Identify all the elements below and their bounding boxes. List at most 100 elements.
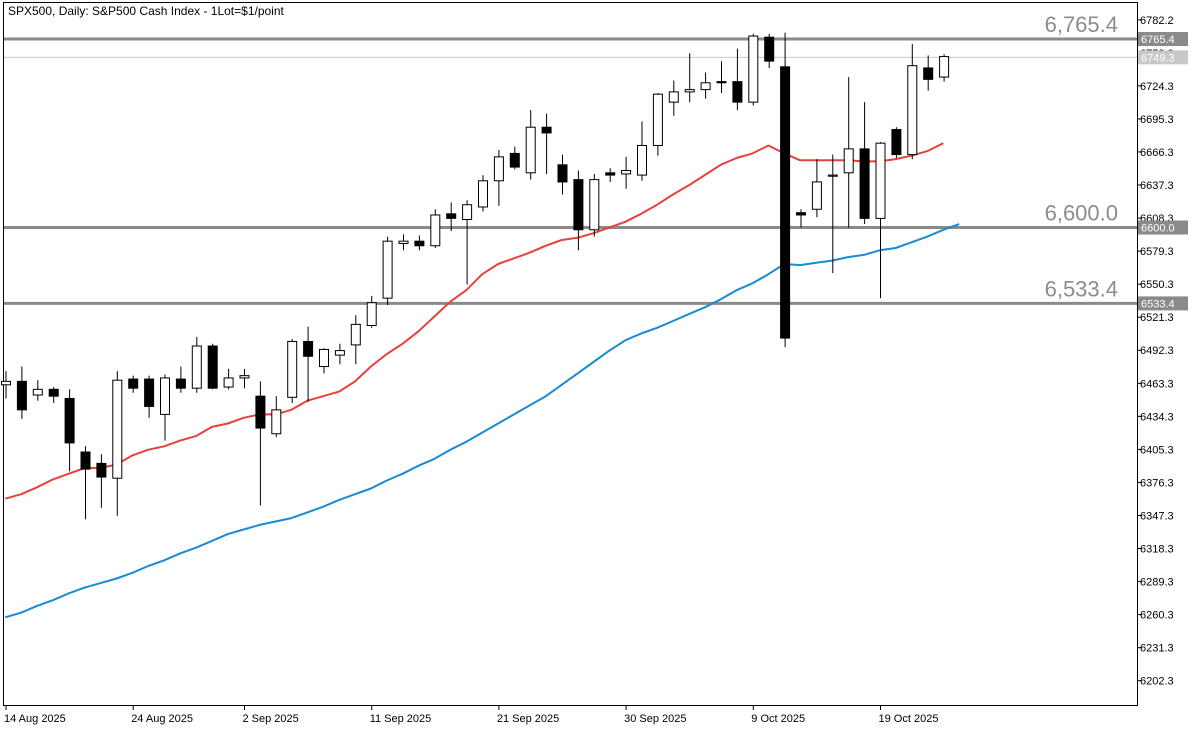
candle-body — [859, 148, 870, 219]
candle-body — [398, 240, 409, 244]
candle-body — [382, 240, 393, 299]
candle-body — [144, 378, 155, 407]
candle — [96, 454, 107, 508]
candle-body — [780, 66, 791, 339]
candle — [684, 53, 695, 103]
candle-body — [191, 345, 202, 389]
candle-body — [621, 170, 632, 175]
candle-body — [414, 240, 425, 247]
candle-body — [716, 81, 727, 84]
candle-body — [160, 377, 170, 415]
candle — [875, 142, 886, 299]
candle — [287, 339, 298, 404]
y-tick-label: 6434.3 — [1140, 411, 1174, 423]
candle-body — [32, 388, 43, 396]
level-label: 6,533.4 — [1045, 276, 1118, 301]
candle-body — [923, 67, 934, 80]
candle-body — [493, 156, 504, 182]
candle-body — [16, 380, 27, 411]
candle — [48, 387, 59, 404]
price-tag-box — [1138, 32, 1188, 47]
candle-body — [509, 152, 520, 168]
candle-body — [255, 395, 266, 429]
candle — [334, 343, 345, 365]
candle-body — [223, 377, 234, 388]
candle-body — [112, 379, 123, 479]
candle-body — [668, 91, 679, 103]
candle-body — [652, 93, 663, 146]
candle — [1, 371, 11, 399]
candle — [493, 150, 504, 206]
candle-body — [319, 348, 329, 368]
candle-body — [96, 462, 107, 478]
candle-body — [334, 350, 345, 356]
candle-body — [430, 214, 441, 247]
candle — [64, 389, 75, 472]
price-axis: 6782.26753.26724.36695.36666.36637.36608… — [1137, 15, 1174, 688]
candle — [859, 102, 870, 225]
candle — [430, 209, 441, 249]
candle-body — [175, 378, 186, 389]
y-tick-label: 6405.3 — [1140, 444, 1174, 456]
plot-frame — [3, 2, 1138, 706]
time-axis: 14 Aug 2025 24 Aug 2025 2 Sep 2025 11 Sep 2… — [4, 705, 938, 725]
candle — [811, 159, 822, 218]
x-tick-label: 2 Sep 2025 — [243, 713, 299, 725]
y-tick-label: 6376.3 — [1140, 477, 1174, 489]
candle-body — [287, 340, 298, 398]
candle — [939, 54, 950, 82]
candle — [748, 33, 759, 106]
x-tick-label: 24 Aug 2025 — [131, 713, 193, 725]
candle-body — [637, 144, 647, 176]
candle — [764, 33, 775, 68]
candle-body — [462, 204, 473, 221]
y-tick-label: 6724.3 — [1140, 81, 1174, 93]
candle — [271, 396, 282, 438]
candle — [414, 235, 425, 251]
candle — [462, 200, 473, 285]
candle-body — [573, 179, 584, 231]
candle — [780, 32, 791, 348]
y-tick-label: 6492.3 — [1140, 345, 1174, 357]
candle-body — [843, 148, 854, 174]
candle — [191, 336, 202, 393]
candle-body — [907, 65, 918, 156]
price-tag-label: 6533.4 — [1141, 298, 1175, 310]
y-tick-label: 6666.3 — [1140, 147, 1174, 159]
candle-body — [939, 56, 950, 78]
candle — [398, 234, 409, 251]
candle — [843, 77, 854, 228]
x-tick-label: 9 Oct 2025 — [751, 713, 805, 725]
candle — [144, 375, 155, 418]
candle-body — [700, 82, 711, 91]
x-tick-label: 21 Sep 2025 — [497, 713, 559, 725]
candle-body — [764, 36, 775, 62]
candle — [255, 381, 266, 506]
candle — [207, 343, 218, 390]
candle-body — [605, 172, 616, 176]
candle — [112, 371, 123, 516]
candle — [541, 113, 552, 174]
price-tag-box — [1138, 220, 1188, 235]
candle-body — [557, 164, 568, 183]
candles — [1, 32, 950, 520]
x-tick-label: 11 Sep 2025 — [370, 713, 432, 725]
candle — [557, 154, 568, 195]
candle — [716, 61, 727, 94]
candle — [366, 295, 377, 328]
y-tick-label: 6463.3 — [1140, 378, 1174, 390]
candle — [16, 366, 27, 419]
candle-body — [1, 380, 11, 386]
y-tick-label: 6347.3 — [1140, 510, 1174, 522]
candle — [907, 44, 918, 160]
candle-body — [446, 213, 457, 219]
candle-body — [303, 340, 314, 357]
candle — [525, 110, 536, 180]
candle-body — [748, 35, 759, 103]
y-tick-label: 6550.3 — [1140, 279, 1174, 291]
candle — [796, 209, 806, 228]
price-tag-label: 6765.4 — [1141, 34, 1175, 46]
candle — [80, 446, 91, 520]
candle-body — [207, 345, 218, 389]
